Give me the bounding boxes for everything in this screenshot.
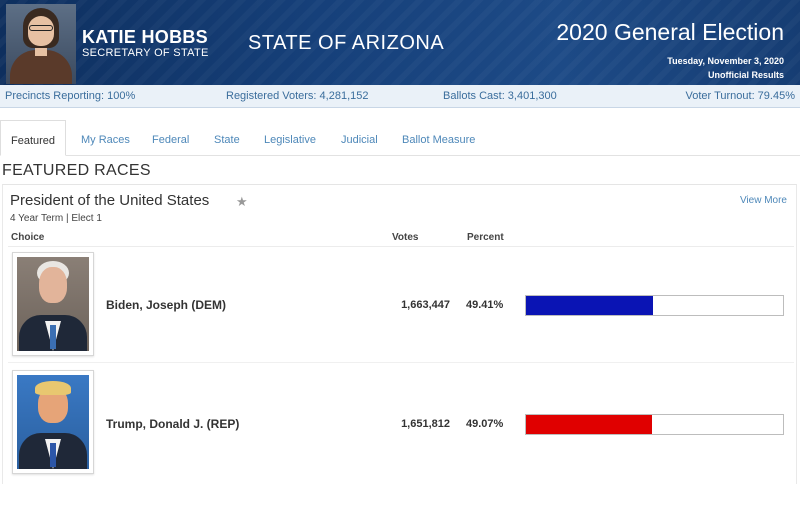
candidate-photo-biden <box>12 252 94 356</box>
candidate-photo-trump <box>12 370 94 474</box>
tab-featured[interactable]: Featured <box>0 120 67 156</box>
candidate-votes: 1,651,812 <box>401 418 450 430</box>
official-title: SECRETARY OF STATE <box>82 47 209 59</box>
tab-judicial[interactable]: Judicial <box>341 134 378 146</box>
vote-share-fill <box>526 296 653 315</box>
election-date: Tuesday, November 3, 2020 <box>667 56 784 66</box>
candidate-votes: 1,663,447 <box>401 299 450 311</box>
ballots-cast: Ballots Cast: 3,401,300 <box>443 90 557 102</box>
precincts-reporting: Precincts Reporting: 100% <box>5 90 136 102</box>
site-header: KATIE HOBBS SECRETARY OF STATE STATE OF … <box>0 0 800 85</box>
race-tabs: Featured My Races Federal State Legislat… <box>0 120 800 156</box>
tab-my-races[interactable]: My Races <box>81 134 130 146</box>
column-percent: Percent <box>467 232 504 243</box>
voter-turnout: Voter Turnout: 79.45% <box>685 90 795 102</box>
race-meta: 4 Year Term | Elect 1 <box>10 213 102 224</box>
candidate-percent: 49.07% <box>466 418 504 430</box>
state-name: STATE OF ARIZONA <box>248 32 445 54</box>
tab-state[interactable]: State <box>214 134 240 146</box>
results-status: Unofficial Results <box>707 70 784 80</box>
view-more-link[interactable]: View More <box>739 195 787 206</box>
candidate-name: Biden, Joseph (DEM) <box>106 298 227 312</box>
tab-federal[interactable]: Federal <box>152 134 190 146</box>
race-panel <box>2 184 797 484</box>
column-votes: Votes <box>392 232 419 243</box>
row-divider <box>8 362 794 363</box>
header-divider <box>8 246 794 247</box>
official-portrait <box>6 4 76 84</box>
official-name: KATIE HOBBS <box>82 27 208 47</box>
star-icon[interactable]: ★ <box>236 194 248 209</box>
race-title[interactable]: President of the United States <box>10 192 210 209</box>
vote-share-bar <box>525 414 784 435</box>
registered-voters: Registered Voters: 4,281,152 <box>226 90 369 102</box>
candidate-name: Trump, Donald J. (REP) <box>106 417 240 431</box>
candidate-percent: 49.41% <box>466 299 504 311</box>
vote-share-bar <box>525 295 784 316</box>
election-title: 2020 General Election <box>556 19 784 45</box>
stats-bar: Precincts Reporting: 100% Registered Vot… <box>0 85 800 108</box>
vote-share-fill <box>526 415 653 434</box>
section-title: FEATURED RACES <box>2 162 151 179</box>
tab-legislative[interactable]: Legislative <box>264 134 316 146</box>
tab-ballot-measure[interactable]: Ballot Measure <box>402 134 476 146</box>
column-choice: Choice <box>11 232 45 243</box>
